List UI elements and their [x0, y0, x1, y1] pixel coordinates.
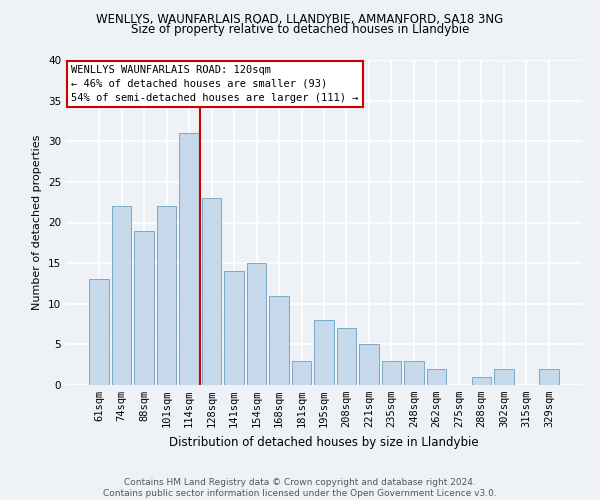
Bar [427, 369, 446, 385]
Bar [112, 206, 131, 385]
Bar [314, 320, 334, 385]
Bar [202, 198, 221, 385]
Bar [89, 280, 109, 385]
Bar [359, 344, 379, 385]
Bar [134, 230, 154, 385]
Text: WENLLYS WAUNFARLAIS ROAD: 120sqm
← 46% of detached houses are smaller (93)
54% o: WENLLYS WAUNFARLAIS ROAD: 120sqm ← 46% o… [71, 65, 359, 103]
X-axis label: Distribution of detached houses by size in Llandybie: Distribution of detached houses by size … [169, 436, 479, 448]
Text: Size of property relative to detached houses in Llandybie: Size of property relative to detached ho… [131, 22, 469, 36]
Bar [472, 377, 491, 385]
Bar [494, 369, 514, 385]
Bar [404, 360, 424, 385]
Bar [157, 206, 176, 385]
Y-axis label: Number of detached properties: Number of detached properties [32, 135, 43, 310]
Bar [337, 328, 356, 385]
Bar [292, 360, 311, 385]
Bar [269, 296, 289, 385]
Text: WENLLYS, WAUNFARLAIS ROAD, LLANDYBIE, AMMANFORD, SA18 3NG: WENLLYS, WAUNFARLAIS ROAD, LLANDYBIE, AM… [97, 12, 503, 26]
Bar [224, 271, 244, 385]
Bar [382, 360, 401, 385]
Text: Contains HM Land Registry data © Crown copyright and database right 2024.
Contai: Contains HM Land Registry data © Crown c… [103, 478, 497, 498]
Bar [247, 263, 266, 385]
Bar [539, 369, 559, 385]
Bar [179, 133, 199, 385]
